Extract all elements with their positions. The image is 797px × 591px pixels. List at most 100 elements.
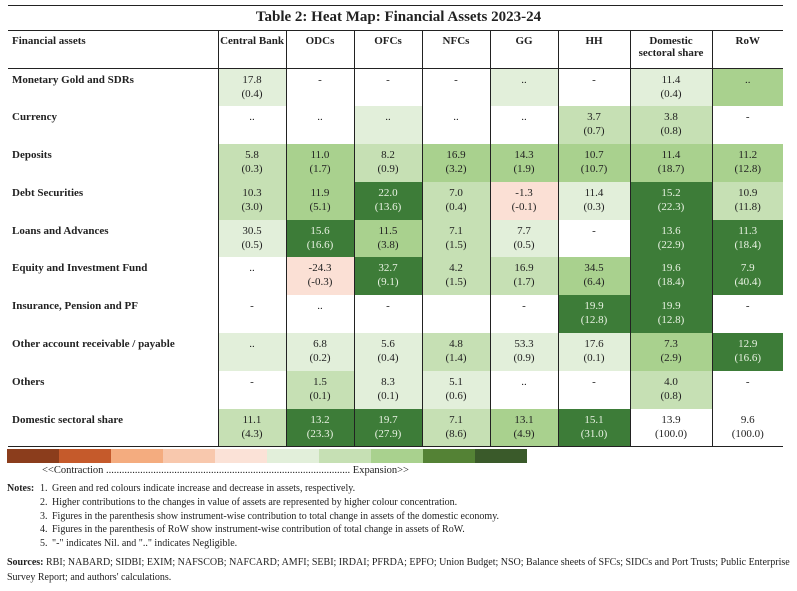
legend-swatch — [475, 449, 527, 463]
heat-cell: 14.3 (1.9) — [489, 144, 558, 182]
heat-cell: 13.6 (22.9) — [629, 219, 712, 258]
cell-contribution: (0.1) — [377, 389, 399, 402]
table-row: Other account receivable / payable.. 6.8(… — [8, 333, 783, 371]
heat-cell: .. — [489, 106, 558, 145]
cell-value: .. — [317, 111, 323, 124]
heat-cell: 19.9 (12.8) — [629, 295, 712, 334]
cell-contribution: (12.8) — [580, 314, 608, 327]
legend-swatch — [163, 449, 215, 463]
cell-contribution: (5.1) — [309, 200, 331, 213]
cell-value: 16.9 — [446, 149, 466, 162]
heat-cell: 30.5 (0.5) — [217, 219, 286, 258]
table-row: Domestic sectoral share 11.1 (4.3) 13.2 (23.… — [8, 408, 783, 447]
cell-value: - — [592, 224, 596, 237]
table-row: Debt Securities 10.3 (3.0) 11.9 (5.1) 22.0 (13… — [8, 181, 783, 220]
legend-swatch — [319, 449, 371, 463]
cell-value: -24.3 — [308, 262, 332, 275]
cell-value: 9.6 — [740, 413, 755, 426]
cell-value: 15.1 — [584, 413, 604, 426]
cell-value: 34.5 — [584, 262, 604, 275]
cell-value: - — [522, 300, 526, 313]
heat-cell: 8.3 (0.1) — [353, 370, 422, 409]
heat-cell: - — [285, 68, 354, 107]
cell-value: 11.9 — [310, 186, 330, 199]
cell-contribution: (9.1) — [377, 276, 399, 289]
cell-value: 13.9 — [661, 413, 681, 426]
note-number: 3. — [40, 510, 48, 522]
cell-contribution: (0.5) — [513, 238, 535, 251]
cell-value: 19.9 — [661, 300, 681, 313]
cell-contribution: (12.8) — [734, 163, 762, 176]
column-header: GG — [489, 30, 558, 69]
cell-contribution: (-0.1) — [511, 200, 537, 213]
cell-contribution: (18.4) — [734, 238, 762, 251]
legend-scale-text: <<Contraction ..........................… — [42, 465, 409, 476]
heat-cell: - — [217, 295, 286, 334]
cell-value: 11.2 — [738, 149, 758, 162]
cell-value: 12.9 — [738, 338, 758, 351]
note-text: Higher contributions to the changes in v… — [52, 496, 458, 508]
row-label: Equity and Investment Fund — [12, 262, 148, 275]
row-label: Debt Securities — [12, 186, 84, 199]
heat-cell: .. — [711, 68, 783, 107]
cell-value: - — [592, 74, 596, 86]
heat-cell: 34.5 (6.4) — [557, 257, 630, 296]
heat-cell: 3.8 (0.8) — [629, 106, 712, 145]
row-label: Insurance, Pension and PF — [12, 300, 138, 313]
cell-value: -1.3 — [515, 186, 533, 199]
heat-cell: 22.0 (13.6) — [353, 181, 422, 220]
heat-cell: - — [489, 295, 558, 334]
heat-map-table: Financial assets Central Bank ODCs OFCs NFCs… — [8, 30, 783, 447]
sources-label: Sources: — [7, 557, 44, 568]
heat-cell: 13.9 (100.0) — [629, 408, 712, 447]
cell-value: .. — [453, 111, 459, 124]
cell-value: 17.8 — [242, 74, 262, 86]
cell-value: 17.6 — [584, 338, 604, 351]
column-header: OFCs — [353, 30, 422, 69]
cell-value: 7.1 — [449, 413, 463, 426]
cell-contribution: (1.7) — [309, 163, 331, 176]
cell-value: 7.0 — [449, 186, 463, 199]
heat-cell: 4.0 (0.8) — [629, 370, 712, 409]
note-item: 4. Figures in the parenthesis of RoW show… — [7, 523, 499, 537]
heat-cell: - — [557, 219, 630, 258]
cell-value: 11.4 — [661, 149, 681, 162]
cell-contribution: (0.1) — [583, 352, 605, 365]
note-number: 5. — [40, 538, 48, 550]
heat-cell: 15.6 (16.6) — [285, 219, 354, 258]
table-row: Equity and Investment Fund.. -24.3 (-0.3) 3… — [8, 257, 783, 296]
cell-contribution: (4.3) — [241, 427, 263, 440]
heat-cell: -24.3 (-0.3) — [285, 257, 354, 296]
table-row: Loans and Advances 30.5 (0.5) 15.6 (16.6) 11.… — [8, 219, 783, 258]
cell-contribution: (0.2) — [309, 352, 331, 365]
heat-cell: .. — [217, 106, 286, 145]
cell-value: .. — [249, 262, 255, 275]
table-row: Monetary Gold and SDRs 17.8 (0.4) - - -.. - 11.… — [8, 68, 783, 107]
cell-value: 13.1 — [514, 413, 534, 426]
heat-cell: 10.7 (10.7) — [557, 144, 630, 182]
cell-contribution: (0.9) — [377, 163, 399, 176]
cell-contribution: (23.3) — [306, 427, 334, 440]
cell-value: 15.6 — [310, 224, 330, 237]
cell-value: 8.2 — [381, 149, 395, 162]
notes-label — [7, 537, 40, 551]
cell-contribution: (4.9) — [513, 427, 535, 440]
top-rule — [8, 5, 783, 6]
heat-cell: 53.3 (0.9) — [489, 333, 558, 371]
cell-contribution: (1.5) — [445, 276, 467, 289]
cell-contribution: (11.8) — [734, 200, 761, 213]
cell-contribution: (8.6) — [445, 427, 467, 440]
cell-contribution: (1.5) — [445, 238, 467, 251]
cell-value: 13.2 — [310, 413, 330, 426]
heat-cell: 7.1 (8.6) — [421, 408, 490, 447]
heat-cell: 11.1 (4.3) — [217, 408, 286, 447]
heat-cell: 3.7 (0.7) — [557, 106, 630, 145]
cell-value: 11.4 — [661, 74, 681, 86]
cell-contribution: (0.6) — [445, 389, 467, 402]
heat-cell: 10.9 (11.8) — [711, 181, 783, 220]
cell-value: .. — [745, 74, 751, 86]
cell-value: 22.0 — [378, 186, 398, 199]
cell-value: .. — [521, 74, 527, 86]
heat-cell: 11.3 (18.4) — [711, 219, 783, 258]
cell-contribution: (2.9) — [660, 352, 682, 365]
